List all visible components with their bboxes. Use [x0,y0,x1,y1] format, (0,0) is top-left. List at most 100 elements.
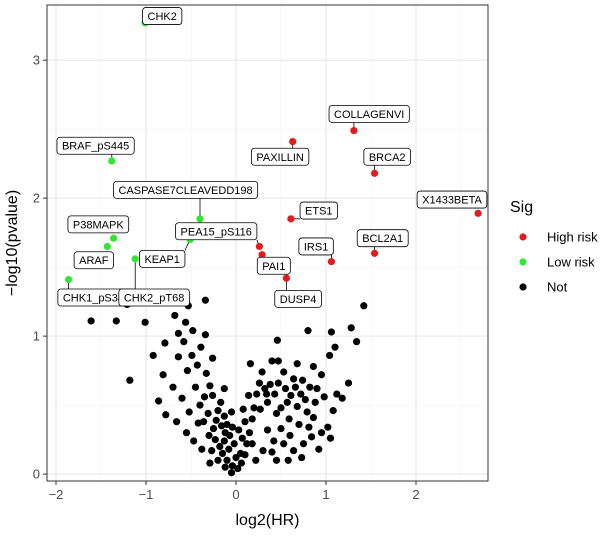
data-point-not [299,376,307,384]
data-point-not [327,328,335,336]
y-tick-label: 3 [33,53,40,68]
data-point-not [220,412,228,420]
point-label-box [139,249,186,268]
point-label-box [67,215,130,234]
data-point-not [141,318,149,326]
point-label-text: ARAF [79,255,109,267]
data-point-not [320,393,328,401]
data-point-not [277,424,285,433]
legend-swatch [519,258,527,266]
point-label-text: IRS1 [304,241,328,253]
point-label-text: PAXILLIN [256,152,304,164]
point-label: PEA15_pS116 [175,222,258,241]
point-label: P38MAPK [67,215,130,234]
legend-label: Not [547,280,568,295]
data-point-not [291,383,299,391]
data-point-not [204,409,212,417]
point-label-box [298,237,334,256]
data-point-not [272,456,281,464]
point-label: X1433BETA [416,190,488,209]
data-point-not [298,453,306,462]
data-point-not [246,360,254,368]
data-point-not [87,317,95,325]
data-point-not [304,327,312,335]
data-point-not [326,434,335,442]
point-label-text: BRCA2 [369,152,406,164]
data-point-not [266,380,274,389]
data-point-not [263,398,272,406]
point-label: PAXILLIN [250,147,310,166]
data-point-not [196,401,204,409]
y-axis-title: −log10(pvalue) [4,190,21,296]
data-point-high-risk [289,137,297,146]
grid [47,5,488,481]
x-tick-label: 2 [412,487,419,502]
x-tick-label: −1 [139,487,154,502]
data-point-not [227,469,236,477]
point-label-box [256,256,291,275]
data-point-not [293,360,301,368]
data-point-not [295,420,303,429]
data-point-high-risk [258,251,266,259]
data-point-not [338,394,346,402]
data-point-not [274,357,282,365]
data-point-not [189,327,197,335]
data-point-not [235,426,243,434]
data-point-not [256,405,264,413]
data-point-not [252,456,260,464]
data-point-not [220,384,228,393]
data-point-not [237,459,245,467]
data-point-not [261,384,269,393]
point-label-box [118,288,190,307]
data-point-not [221,429,229,437]
data-point-not [221,463,229,471]
data-point-high-risk [255,242,263,251]
data-point-not [297,390,305,398]
data-point-not [250,404,258,412]
data-point-low-risk [65,275,73,284]
data-point-not [162,411,170,419]
data-point-not [238,434,246,442]
point-label-box [113,180,259,199]
point-label: BRCA2 [363,147,411,166]
legend-swatch [519,283,527,291]
legend-title: Sig [510,199,533,216]
data-point-not [149,351,157,360]
data-point-not [301,395,309,404]
data-point-not [230,440,238,448]
data-point-not [201,296,209,304]
legend-label: Low risk [547,255,595,270]
point-label: CHK2_pT68 [118,288,190,307]
data-point-not [174,329,182,337]
data-point-not [171,311,179,320]
x-tick-label: 0 [232,487,239,502]
data-point-not [253,390,261,398]
data-point-not [220,437,228,445]
point-label-text: CASPASE7CLEAVEDD198 [119,185,253,197]
data-point-not [206,382,214,390]
point-label: PAI1 [256,256,291,275]
data-point-not [198,445,206,453]
data-point-not [191,383,200,391]
data-point-not [271,390,279,398]
data-point-not [183,367,191,375]
data-point-not [188,351,196,360]
data-point-not [305,423,313,431]
point-label: KEAP1 [139,249,186,268]
data-point-not [216,442,224,451]
point-label-text: COLLAGENVI [334,109,404,121]
point-label-box [299,201,338,220]
data-point-not [285,415,293,423]
point-label: CHK1_pS345 [57,288,136,307]
data-point-not [299,440,308,448]
data-point-high-risk [371,249,379,257]
data-point-not [182,318,190,326]
data-point-not [333,390,341,398]
data-point-not [202,369,210,377]
data-point-not [243,440,251,448]
axes: −2 −1 0 1 2 0 1 2 3 [33,53,420,502]
point-label-box [356,229,409,248]
legend-swatch [519,233,527,241]
point-label-text: DUSP4 [280,294,317,306]
y-tick-label: 2 [33,191,40,206]
